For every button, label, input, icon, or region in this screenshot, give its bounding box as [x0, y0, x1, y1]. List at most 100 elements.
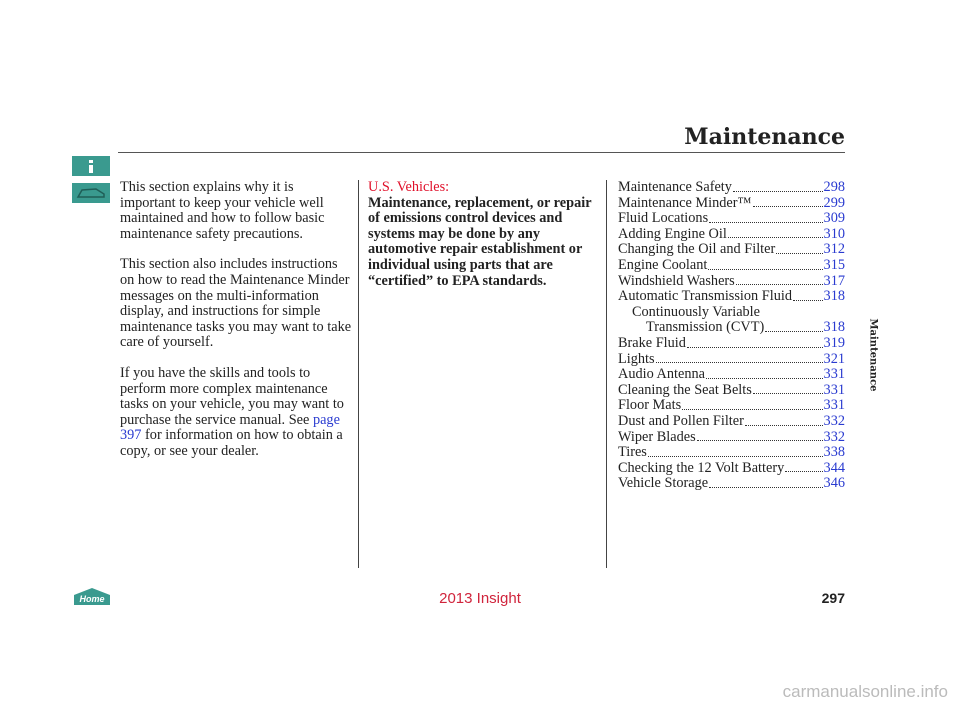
- watermark: carmanualsonline.info: [782, 682, 948, 701]
- entry-page[interactable]: 312: [823, 241, 845, 258]
- leader: [765, 330, 823, 332]
- entry-page[interactable]: 298: [823, 179, 845, 195]
- entry-label[interactable]: Windshield Washers: [618, 272, 735, 289]
- leader: [744, 424, 823, 426]
- entry-page[interactable]: 315: [823, 256, 845, 273]
- contents-entry[interactable]: Fluid Locations 309: [618, 211, 845, 227]
- side-tab-label: Maintenance: [867, 318, 879, 392]
- entry-label[interactable]: Lights: [618, 350, 655, 367]
- contents-entry[interactable]: Floor Mats 331: [618, 398, 845, 414]
- leader: [785, 471, 823, 473]
- contents-entry[interactable]: Maintenance Minder™ 299: [618, 194, 845, 212]
- notice-heading: U.S. Vehicles:: [368, 179, 450, 195]
- leader: [696, 440, 823, 442]
- leader: [705, 377, 823, 379]
- contents-entry[interactable]: Continuously Variable Transmission (CVT) 3…: [618, 303, 845, 336]
- entry-label[interactable]: Fluid Locations: [618, 210, 709, 227]
- entry-label[interactable]: Automatic Transmission Fluid: [618, 288, 792, 305]
- entry-label[interactable]: Cleaning the Seat Belts: [618, 381, 752, 398]
- contents-entry[interactable]: Checking the 12 Volt Battery 344: [618, 459, 845, 477]
- paragraph: If you have the skills and tools to perf…: [120, 364, 352, 460]
- home-label[interactable]: Home: [79, 594, 104, 604]
- entry-label[interactable]: Brake Fluid: [618, 334, 686, 351]
- entry-page[interactable]: 317: [823, 272, 845, 289]
- contents-entry[interactable]: Lights 321: [618, 350, 845, 368]
- entry-page[interactable]: 299: [823, 194, 845, 211]
- contents-entry[interactable]: Dust and Pollen Filter 332: [618, 412, 845, 430]
- entry-label[interactable]: Vehicle Storage: [618, 475, 709, 492]
- leader: [655, 362, 823, 364]
- entry-label[interactable]: Checking the 12 Volt Battery: [618, 459, 785, 476]
- leader: [709, 221, 823, 223]
- entry-label[interactable]: Transmission (CVT): [646, 319, 765, 336]
- entry-page[interactable]: 331: [823, 381, 845, 398]
- contents-entry[interactable]: Changing the Oil and Filter 312: [618, 242, 845, 258]
- leader: [752, 206, 823, 208]
- leader: [709, 486, 823, 488]
- contents-line: Continuously Variable: [618, 303, 845, 321]
- leader: [727, 237, 823, 239]
- entry-label[interactable]: Engine Coolant: [618, 256, 708, 273]
- contents: Maintenance Safety 298 Maintenance Minder™…: [618, 179, 845, 492]
- entry-page[interactable]: 309: [823, 210, 845, 227]
- header-title: Maintenance: [684, 124, 845, 150]
- entry-label[interactable]: Maintenance Safety: [618, 179, 732, 195]
- contents-entry[interactable]: Cleaning the Seat Belts 331: [618, 381, 845, 399]
- entry-label[interactable]: Wiper Blades: [618, 428, 696, 445]
- entry-page[interactable]: 338: [823, 444, 845, 461]
- entry-label[interactable]: Maintenance Minder™: [618, 194, 752, 211]
- column-divider: [358, 180, 359, 568]
- entry-label[interactable]: Continuously Variable: [632, 303, 761, 320]
- contents-entry[interactable]: Brake Fluid 319: [618, 334, 845, 352]
- contents-entry[interactable]: Vehicle Storage 346: [618, 476, 845, 492]
- model-name: 2013 Insight: [439, 590, 521, 607]
- contents-entry[interactable]: Windshield Washers 317: [618, 272, 845, 290]
- entry-page[interactable]: 331: [823, 366, 845, 383]
- home-button[interactable]: Home: [74, 588, 110, 605]
- contents-line: Transmission (CVT) 318: [618, 320, 845, 336]
- leader: [708, 268, 823, 270]
- leader: [682, 408, 823, 410]
- entry-page[interactable]: 344: [823, 459, 845, 476]
- notice: U.S. Vehicles: Maintenance, replacement,…: [368, 179, 600, 289]
- contents-entry[interactable]: Engine Coolant 315: [618, 256, 845, 274]
- entry-page[interactable]: 319: [823, 334, 845, 351]
- entry-page[interactable]: 310: [823, 225, 845, 242]
- contents-entry[interactable]: Maintenance Safety 298: [618, 179, 845, 196]
- leader: [792, 299, 823, 301]
- entry-page[interactable]: 318: [823, 319, 845, 336]
- entry-label[interactable]: Floor Mats: [618, 397, 682, 414]
- entry-label[interactable]: Dust and Pollen Filter: [618, 412, 744, 429]
- entry-page[interactable]: 346: [823, 475, 845, 492]
- entry-label[interactable]: Changing the Oil and Filter: [618, 241, 776, 258]
- paragraph: This section also includes instructions …: [120, 256, 352, 351]
- page-link[interactable]: page 397: [120, 411, 340, 444]
- leader: [776, 252, 823, 254]
- contents-entry[interactable]: Wiper Blades 332: [618, 428, 845, 446]
- page-number: 297: [821, 590, 845, 606]
- entry-page[interactable]: 332: [823, 428, 845, 445]
- leader: [735, 284, 823, 286]
- entry-page[interactable]: 332: [823, 412, 845, 429]
- header-rule: [118, 152, 845, 153]
- leader: [752, 393, 823, 395]
- leader: [686, 346, 823, 348]
- entry-page[interactable]: 321: [823, 350, 845, 367]
- entry-label[interactable]: Audio Antenna: [618, 366, 705, 383]
- entry-label[interactable]: Tires: [618, 444, 647, 461]
- intro: This section explains why it is importan…: [120, 179, 352, 475]
- contents-entry[interactable]: Audio Antenna 331: [618, 367, 845, 383]
- text: for information on how to obtain a copy,…: [120, 427, 343, 459]
- contents-entry[interactable]: Adding Engine Oil 310: [618, 225, 845, 243]
- section-icons: [72, 156, 110, 203]
- leader: [732, 190, 823, 192]
- leader: [647, 455, 823, 457]
- contents-entry[interactable]: Tires 338: [618, 444, 845, 461]
- column-divider: [606, 180, 607, 568]
- contents-entry[interactable]: Automatic Transmission Fluid 318: [618, 289, 845, 305]
- entry-label[interactable]: Adding Engine Oil: [618, 225, 727, 242]
- entry-page[interactable]: 318: [823, 288, 845, 305]
- text: If you have the skills and tools to perf…: [120, 364, 344, 428]
- entry-page[interactable]: 331: [823, 397, 845, 414]
